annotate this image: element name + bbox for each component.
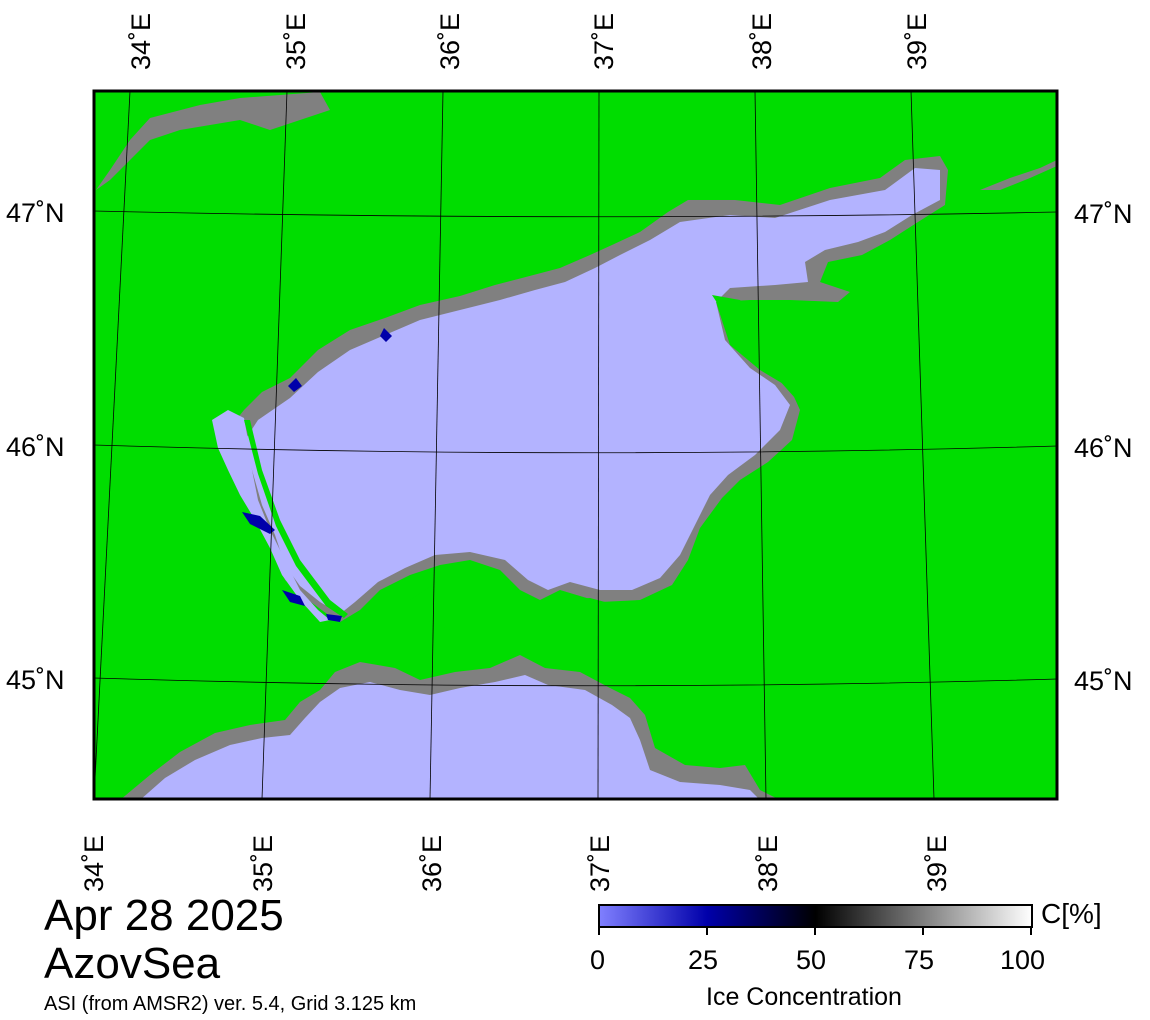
map-region: AzovSea	[44, 939, 221, 988]
bottom-lon-label-36: 36˚E	[417, 835, 447, 892]
map-area	[94, 91, 1057, 799]
left-lat-label-47: 47˚N	[6, 198, 65, 228]
colorbar-unit: C[%]	[1041, 898, 1102, 929]
dolgaya-spit	[712, 295, 800, 398]
top-lon-label-38: 38˚E	[747, 13, 777, 70]
taman-peninsula-land	[548, 598, 640, 632]
meridian-39	[910, 91, 935, 799]
right-lat-label-45: 45˚N	[1074, 666, 1133, 696]
arabat-spit	[244, 420, 348, 618]
bottom-lon-label-38: 38˚E	[753, 835, 783, 892]
bottom-longitude-labels: 34˚E 35˚E 36˚E 37˚E 38˚E 39˚E	[79, 835, 952, 892]
meridian-36	[429, 91, 444, 799]
colorbar-label-25: 25	[688, 945, 719, 975]
left-latitude-labels: 47˚N 46˚N 45˚N	[6, 198, 65, 695]
parallel-47	[94, 210, 1057, 218]
meridian-37	[597, 91, 600, 799]
meridian-35	[261, 91, 288, 799]
colorbar	[598, 904, 1033, 935]
top-longitude-labels: 34˚E 35˚E 36˚E 37˚E 38˚E 39˚E	[126, 13, 932, 70]
top-lon-label-36: 36˚E	[435, 13, 465, 70]
graticule	[94, 91, 1057, 799]
top-lon-label-39: 39˚E	[902, 13, 932, 70]
colorbar-label-50: 50	[796, 945, 827, 975]
map-frame	[92, 89, 1059, 801]
bottom-lon-label-39: 39˚E	[922, 835, 952, 892]
colorbar-gradient	[598, 904, 1033, 928]
product-note: ASI (from AMSR2) ver. 5.4, Grid 3.125 km	[44, 993, 417, 1015]
black-sea	[141, 675, 759, 799]
parallel-45	[94, 677, 1057, 687]
bottom-lon-label-37: 37˚E	[585, 835, 615, 892]
sivash-lagoon	[212, 410, 330, 622]
azov-sea	[245, 168, 940, 614]
kerch-peninsula-land	[410, 575, 540, 640]
right-lat-label-47: 47˚N	[1074, 199, 1133, 229]
left-lat-label-45: 45˚N	[6, 665, 65, 695]
right-latitude-labels: 47˚N 46˚N 45˚N	[1074, 199, 1133, 696]
colorbar-label-75: 75	[904, 945, 935, 975]
parallel-46	[94, 444, 1057, 454]
map-date: Apr 28 2025	[44, 891, 284, 940]
inland-water-mask	[96, 92, 330, 190]
bottom-lon-label-35: 35˚E	[248, 835, 278, 892]
meridian-38	[754, 91, 767, 799]
top-lon-label-37: 37˚E	[589, 13, 619, 70]
top-lon-label-34: 34˚E	[126, 13, 156, 70]
east-inland-mask	[980, 160, 1057, 190]
colorbar-title: Ice Concentration	[706, 983, 902, 1011]
bottom-lon-label-34: 34˚E	[79, 835, 109, 892]
colorbar-label-0: 0	[590, 945, 606, 975]
meridian-34	[94, 91, 131, 799]
top-lon-label-35: 35˚E	[281, 13, 311, 70]
colorbar-label-100: 100	[1000, 945, 1046, 975]
right-lat-label-46: 46˚N	[1074, 433, 1133, 463]
left-lat-label-46: 46˚N	[6, 432, 65, 462]
